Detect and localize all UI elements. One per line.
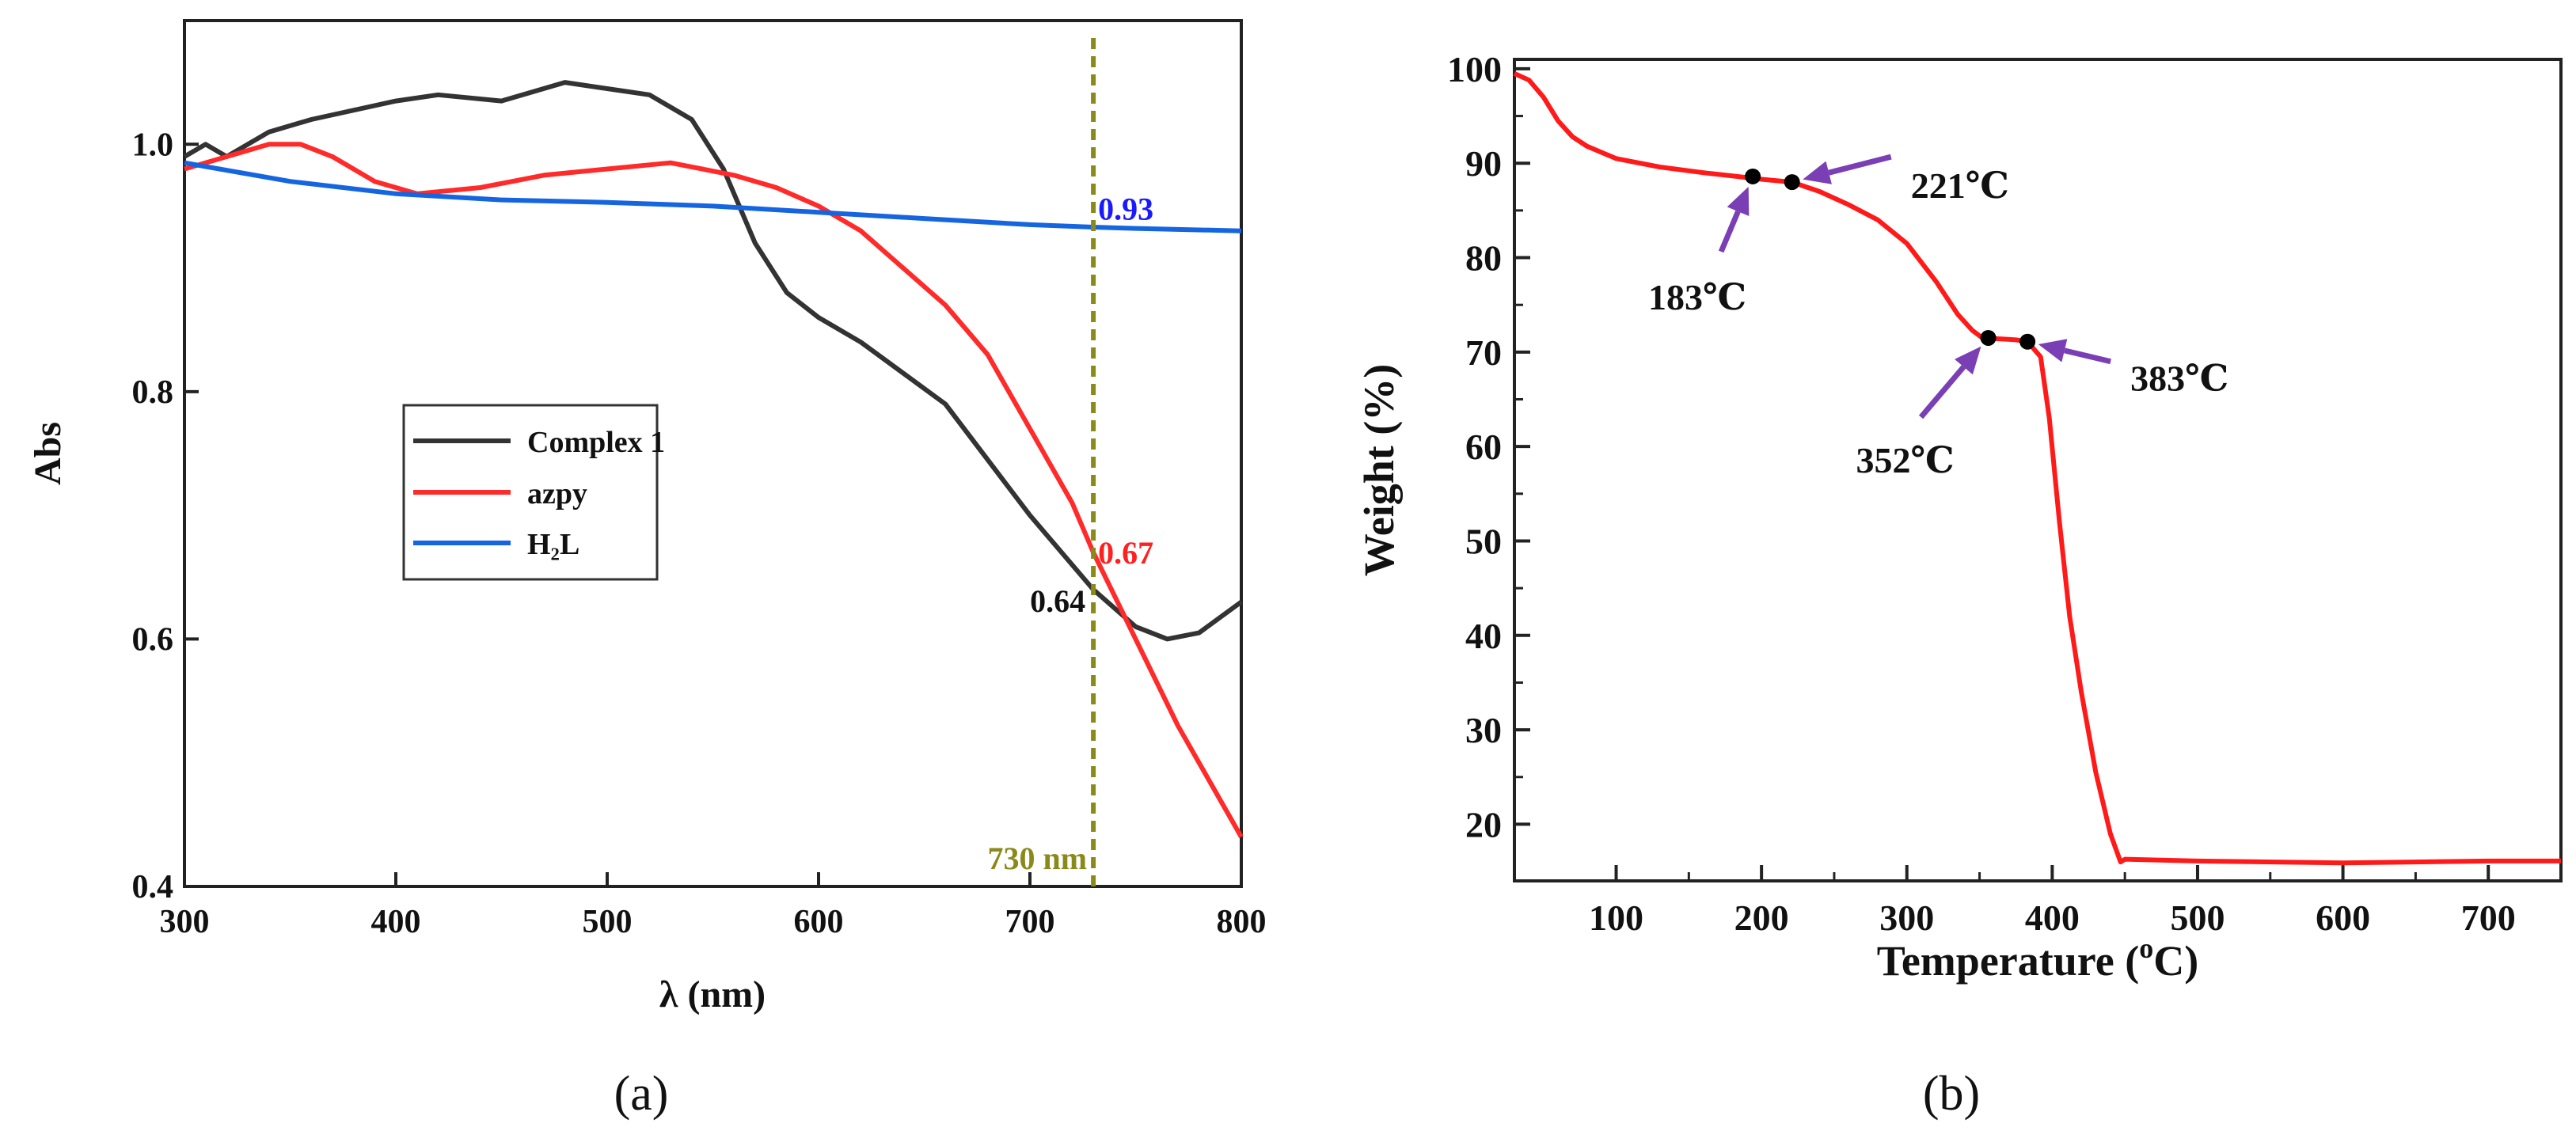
panel-b-tga-chart: 20 30 40 50 60 70 80 90 100 100 200 300 400 500 600 70… (1355, 49, 2563, 1121)
a-xtick-label-500: 500 (583, 904, 633, 940)
a-xtick-label-600: 600 (794, 904, 844, 940)
b-marker-label-352: 352℃ (1856, 440, 1955, 480)
a-xtick-label-700: 700 (1005, 904, 1055, 940)
b-ytick-label-100: 100 (1447, 49, 1502, 89)
b-series-line-tga (1513, 71, 2561, 866)
b-arrow-head-352 (1955, 346, 1981, 375)
a-xtick-label-300: 300 (160, 904, 210, 940)
b-xtick-label-300: 300 (1879, 898, 1934, 938)
panel-a-annotations: 0.93 0.67 0.64 (1030, 192, 1153, 619)
b-ytick-label-60: 60 (1465, 427, 1502, 467)
a-xtick-label-800: 800 (1217, 904, 1267, 940)
panel-a-uv-vis-chart: 0.4 0.6 0.8 1.0 300 400 500 600 700 800 730 nm 0… (27, 19, 1267, 1121)
a-annotation-0-93: 0.93 (1098, 192, 1153, 227)
b-ytick-label-70: 70 (1465, 332, 1502, 373)
a-series-line-h-l (184, 160, 1242, 233)
b-marker-dot-383 (2019, 333, 2036, 350)
b-marker-label-383: 383℃ (2130, 359, 2228, 399)
panel-b-y-ticks: 20 30 40 50 60 70 80 90 100 (1447, 49, 1530, 844)
panel-a-y-ticks: 0.4 0.6 0.8 1.0 (132, 127, 199, 905)
b-xtick-label-100: 100 (1589, 898, 1643, 938)
b-ytick-label-30: 30 (1465, 710, 1502, 750)
a-ytick-label-0-4: 0.4 (132, 869, 174, 905)
b-marker-dot-352 (1980, 329, 1997, 346)
panel-a-plot-frame (183, 19, 1243, 888)
b-arrow-shaft-221 (1828, 154, 1892, 176)
b-xtick-label-200: 200 (1734, 898, 1789, 938)
panel-b-x-axis-label: Temperature (oC) (1877, 932, 2198, 985)
b-arrow-head-383 (2038, 339, 2068, 362)
legend-label-azpy: azpy (527, 477, 587, 510)
b-xtick-label-700: 700 (2461, 898, 2516, 938)
x-label-degree: o (2139, 932, 2153, 964)
a-annotation-0-67: 0.67 (1098, 535, 1153, 571)
panel-a-caption: (a) (614, 1067, 669, 1121)
b-ytick-label-20: 20 (1465, 804, 1502, 844)
b-xtick-label-500: 500 (2170, 898, 2225, 938)
panel-b-series-lines (1513, 71, 2561, 866)
a-annotation-0-64: 0.64 (1030, 583, 1085, 619)
a-series-line-complex-1 (183, 80, 1243, 642)
panel-a-y-axis-label: Abs (27, 422, 69, 485)
b-ytick-label-90: 90 (1465, 143, 1502, 184)
panel-b-caption: (b) (1923, 1067, 1980, 1121)
x-label-part-2: C) (2153, 937, 2198, 985)
panel-b-x-ticks: 100 200 300 400 500 600 700 (1589, 865, 2563, 938)
b-xtick-label-400: 400 (2025, 898, 2080, 938)
panel-b-plot-frame (1513, 58, 2563, 882)
b-marker-label-221: 221℃ (1911, 165, 2009, 206)
b-xtick-label-600: 600 (2316, 898, 2370, 938)
panel-a-legend: Complex 1 azpy H₂L (402, 404, 665, 581)
panel-a-730nm-marker: 730 nm (988, 38, 1096, 886)
b-ytick-label-40: 40 (1465, 616, 1502, 656)
b-arrow-shaft-183 (1718, 210, 1741, 253)
panel-b-y-axis-label: Weight (%) (1355, 364, 1403, 576)
a-ytick-label-1: 1.0 (132, 127, 174, 163)
b-arrow-head-221 (1803, 161, 1832, 184)
x-label-part-1: Temperature ( (1877, 937, 2139, 985)
legend-label-complex-1: Complex 1 (527, 426, 665, 459)
b-arrow-shaft-352 (1918, 365, 1966, 419)
b-arrow-shaft-383 (2064, 347, 2111, 365)
b-marker-dot-183 (1745, 168, 1761, 184)
b-marker-label-183: 183℃ (1648, 277, 1746, 317)
a-ytick-label-0-8: 0.8 (132, 374, 174, 411)
b-marker-dot-221 (1784, 174, 1800, 191)
a-xtick-label-400: 400 (371, 904, 421, 940)
b-arrow-head-183 (1727, 186, 1750, 217)
panel-a-x-axis-label: λ (nm) (659, 973, 766, 1015)
panel-b-markers: 183℃ 221℃ 352℃ 383℃ (1648, 154, 2228, 480)
panel-a-x-ticks: 300 400 500 600 700 800 (160, 872, 1267, 940)
b-ytick-label-50: 50 (1465, 521, 1502, 561)
b-ytick-label-80: 80 (1465, 238, 1502, 279)
a-ytick-label-0-6: 0.6 (132, 621, 174, 658)
legend-label-h2l: H₂L (527, 528, 579, 561)
a-vline-label: 730 nm (988, 841, 1088, 876)
